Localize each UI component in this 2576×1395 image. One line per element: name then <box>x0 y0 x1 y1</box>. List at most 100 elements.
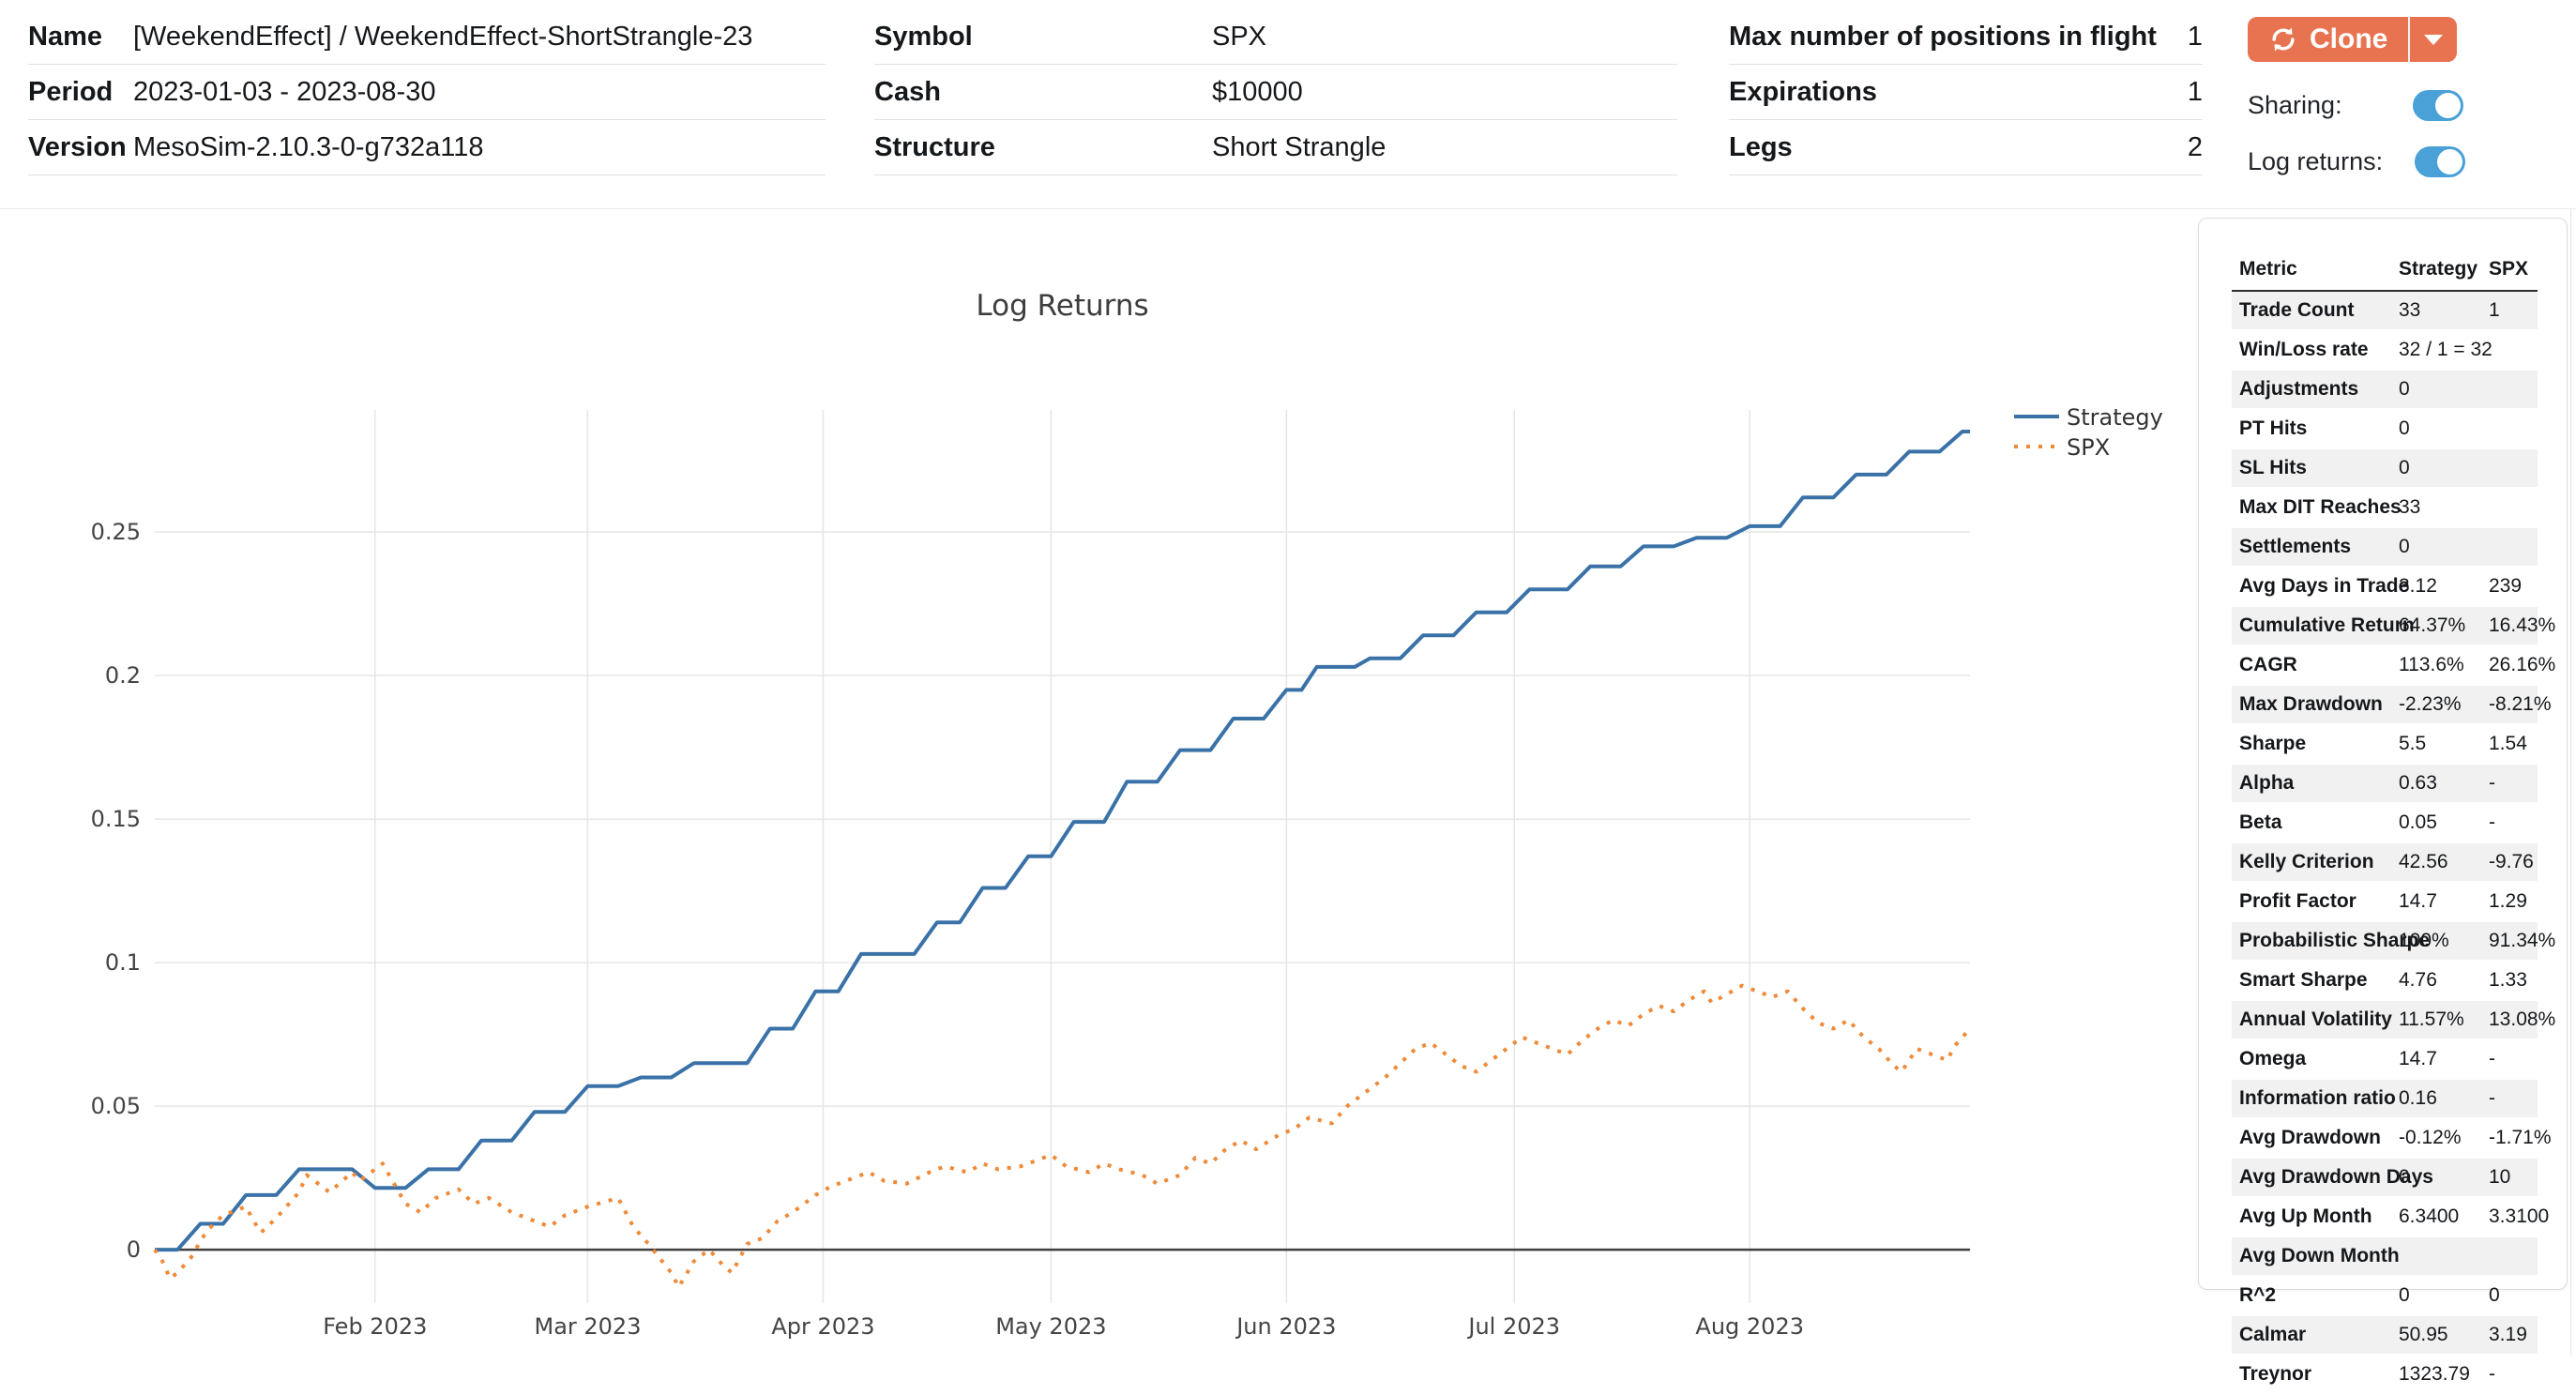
metric-name-cell: Settlements <box>2239 536 2352 557</box>
clone-button-label: Clone <box>2310 23 2388 54</box>
spx-value-cell: - <box>2489 1048 2495 1069</box>
table-row: CAGR 113.6% 26.16% <box>2232 645 2555 685</box>
strategy-value-cell: 0 <box>2399 457 2410 478</box>
spx-value-cell <box>2481 488 2538 527</box>
metric-name-cell: CAGR <box>2239 654 2297 675</box>
clone-dropdown-button[interactable] <box>2410 17 2457 62</box>
spx-value-cell <box>2481 527 2538 567</box>
version-label: Version <box>28 131 127 162</box>
log-returns-control: Log returns: <box>2248 146 2465 177</box>
spx-value-cell <box>2481 409 2538 448</box>
metric-name-cell: Avg Up Month <box>2239 1205 2372 1227</box>
backtest-header: Name [WeekendEffect] / WeekendEffect-Sho… <box>0 0 2576 209</box>
y-axis-tick-label: 0.1 <box>105 949 141 976</box>
metric-name-cell: Beta <box>2239 811 2282 833</box>
clone-button[interactable]: Clone <box>2248 17 2408 62</box>
metric-name-cell: Max Drawdown <box>2239 693 2383 715</box>
spx-value-cell: -1.71% <box>2489 1127 2552 1148</box>
header-column-identity: Name [WeekendEffect] / WeekendEffect-Sho… <box>28 9 826 175</box>
strategy-value-cell: -2.23% <box>2399 693 2462 715</box>
metric-name-cell: Profit Factor <box>2239 890 2356 912</box>
table-row: Alpha 0.63 - <box>2232 764 2538 803</box>
clone-split-button[interactable]: Clone <box>2248 17 2458 62</box>
table-row: Avg Drawdown Days 0 10 <box>2232 1158 2538 1197</box>
table-row: Cumulative Return 64.37% 16.43% <box>2232 606 2556 645</box>
table-row: Settlements 0 <box>2232 527 2538 567</box>
table-row: Treynor 1323.79- <box>2232 1355 2538 1394</box>
max-positions-row: Max number of positions in flight 1 <box>1729 9 2203 65</box>
sharing-control: Sharing: <box>2248 90 2463 121</box>
cash-value: $10000 <box>1212 76 1303 107</box>
log-returns-toggle[interactable] <box>2415 146 2465 177</box>
header-controls: Clone Sharing: Log returns: <box>2248 17 2557 177</box>
sharing-label: Sharing: <box>2248 91 2342 119</box>
metric-name-cell: Probabilistic Sharpe <box>2239 930 2431 951</box>
strategy-value-cell: 100% <box>2399 930 2449 951</box>
table-row: Calmar 50.95 3.19 <box>2232 1315 2538 1355</box>
metric-column-header: Metric <box>2232 252 2391 292</box>
structure-value: Short Strangle <box>1212 131 1386 162</box>
table-row: Probabilistic Sharpe 100% 91.34% <box>2232 921 2556 961</box>
x-axis-tick-label: Jun 2023 <box>1235 1313 1336 1340</box>
spx-value-cell: 10 <box>2489 1166 2511 1188</box>
series-line-spx <box>153 983 1972 1289</box>
spx-value-cell: - <box>2489 772 2495 794</box>
symbol-value: SPX <box>1212 21 1267 52</box>
structure-label: Structure <box>874 131 995 162</box>
metric-name-cell: Information ratio <box>2239 1087 2396 1109</box>
table-row: Beta 0.05 - <box>2232 803 2538 842</box>
metric-name-cell: Annual Volatility <box>2239 1008 2392 1030</box>
strategy-value-cell: 14.7 <box>2399 890 2437 912</box>
strategy-value-cell: 42.56 <box>2399 851 2448 872</box>
legend-label: Strategy <box>2067 404 2163 431</box>
x-axis-tick-label: May 2023 <box>995 1313 1106 1340</box>
metric-name-cell: Win/Loss rate <box>2239 339 2369 360</box>
strategy-value-cell: 5.5 <box>2399 733 2427 754</box>
x-axis-tick-label: Apr 2023 <box>771 1313 874 1340</box>
strategy-value-cell <box>2391 1236 2481 1276</box>
header-column-instrument: Symbol SPX Cash $10000 Structure Short S… <box>874 9 1677 175</box>
max-positions-value: 1 <box>2187 21 2203 52</box>
chevron-down-icon <box>2424 34 2444 45</box>
strategy-value-cell: 50.95 <box>2399 1324 2448 1345</box>
spx-value-cell <box>2481 1236 2538 1276</box>
metric-name-cell: R^2 <box>2239 1284 2277 1306</box>
strategy-value-cell: 4.76 <box>2399 969 2437 991</box>
legs-value: 2 <box>2187 131 2203 162</box>
metric-name-cell: Calmar <box>2239 1324 2307 1345</box>
log-returns-chart[interactable]: 0 0.05 0.1 0.15 0.2 0.25 Feb 2023 Mar 2023 Apr 2… <box>0 212 2242 1357</box>
spx-value-cell: 16.43% <box>2489 614 2556 636</box>
pane-divider <box>2570 0 2571 1357</box>
y-axis-tick-label: 0.15 <box>91 806 141 832</box>
x-axis-tick-label: Aug 2023 <box>1695 1313 1804 1340</box>
strategy-value-cell: -0.12% <box>2399 1127 2462 1148</box>
strategy-column-header: Strategy <box>2391 252 2481 292</box>
y-axis-tick-label: 0.05 <box>91 1093 141 1119</box>
metric-name-cell: Cumulative Return <box>2239 614 2415 636</box>
log-returns-label: Log returns: <box>2248 147 2384 175</box>
clone-button-divider <box>2408 17 2411 62</box>
table-row: Annual Volatility 11.57% 13.08% <box>2232 1000 2555 1039</box>
strategy-value-cell: 1323.79 <box>2399 1363 2470 1385</box>
spx-value-cell: 1.33 <box>2489 969 2527 991</box>
table-row: Avg Up Month 6.3400 3.3100 <box>2232 1197 2549 1236</box>
header-column-limits: Max number of positions in flight 1 Expi… <box>1729 9 2203 175</box>
spx-value-cell <box>2481 370 2538 409</box>
spx-value-cell: 91.34% <box>2489 930 2556 951</box>
strategy-value-cell: 3.12 <box>2399 575 2437 597</box>
sharing-toggle[interactable] <box>2413 90 2463 121</box>
spx-value-cell: 239 <box>2489 575 2523 597</box>
strategy-value-cell: 6.3400 <box>2399 1205 2460 1227</box>
metrics-panel: Metric Strategy SPX Trade Count 33 1 Win/Lo… <box>2198 218 2568 1394</box>
strategy-value-cell: 0.63 <box>2399 772 2437 794</box>
strategy-value-cell: 0 <box>2399 536 2410 557</box>
table-row: Trade Count 33 1 <box>2232 291 2538 330</box>
x-axis-tick-label: Feb 2023 <box>323 1313 427 1340</box>
table-row: Profit Factor 14.7 1.29 <box>2232 882 2538 921</box>
strategy-value-cell: 64.37% <box>2399 614 2466 636</box>
spx-value-cell: -8.21% <box>2489 693 2552 715</box>
toggle-knob <box>2435 93 2461 118</box>
legend-label: SPX <box>2067 434 2110 461</box>
symbol-label: Symbol <box>874 21 973 52</box>
spx-value-cell: 1.54 <box>2489 733 2527 754</box>
